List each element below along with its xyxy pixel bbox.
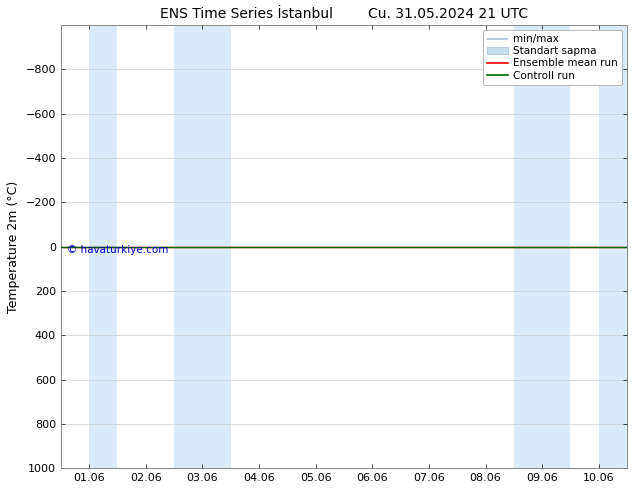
Bar [89,25,117,468]
Title: ENS Time Series İstanbul        Cu. 31.05.2024 21 UTC: ENS Time Series İstanbul Cu. 31.05.2024 … [160,7,528,21]
Bar [514,25,571,468]
Y-axis label: Temperature 2m (°C): Temperature 2m (°C) [7,180,20,313]
Bar [174,25,231,468]
Bar [598,25,634,468]
Legend: min/max, Standart sapma, Ensemble mean run, Controll run: min/max, Standart sapma, Ensemble mean r… [482,30,622,85]
Text: © havaturkiye.com: © havaturkiye.com [67,245,168,255]
